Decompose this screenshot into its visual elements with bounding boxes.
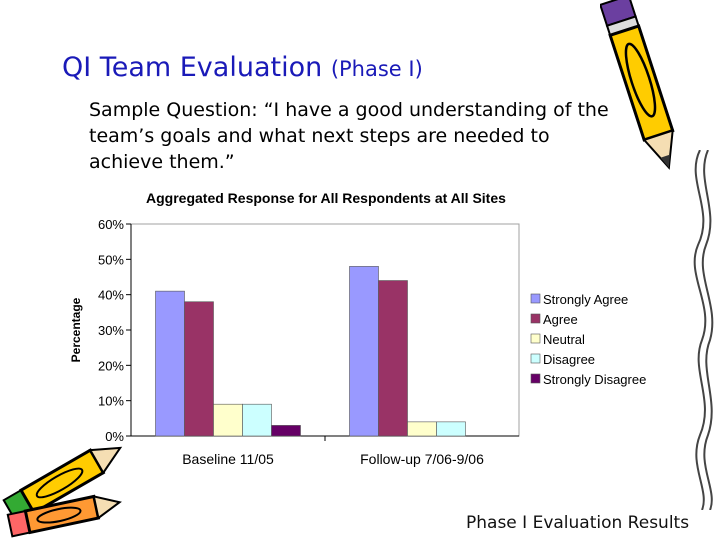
legend-label: Agree	[543, 312, 578, 327]
legend-swatch	[530, 333, 541, 344]
sample-question: Sample Question: “I have a good understa…	[89, 99, 609, 173]
legend-label: Strongly Agree	[543, 292, 628, 307]
pencil-icon	[600, 0, 675, 170]
chart-legend: Strongly Agree Agree Neutral Disagree Strong…	[530, 292, 646, 387]
x-tick-label: Follow-up 7/06-9/06	[360, 451, 484, 467]
bar	[271, 425, 301, 437]
y-tick-label: 40%	[98, 288, 124, 303]
chart-bars	[155, 266, 466, 437]
slide-title-main: QI Team Evaluation	[62, 52, 323, 83]
legend-label: Neutral	[543, 332, 585, 347]
bar	[407, 421, 437, 437]
bar	[155, 290, 185, 437]
y-tick-label: 10%	[98, 394, 124, 409]
footer-caption: Phase I Evaluation Results	[466, 513, 690, 533]
y-tick-label: 60%	[98, 217, 124, 232]
slide-title: QI Team Evaluation (Phase I)	[62, 52, 423, 83]
slide-title-phase: (Phase I)	[330, 57, 423, 81]
chart-axes: 0% 10% 20% 30% 40% 50% 60% Baseline 11/05 Follow…	[98, 217, 520, 467]
pencil-icon	[2, 446, 123, 538]
y-tick-label: 50%	[98, 252, 124, 267]
bar	[213, 403, 243, 437]
wavy-border	[693, 150, 714, 510]
x-tick-label: Baseline 11/05	[182, 451, 274, 467]
bar	[436, 421, 466, 437]
bar	[378, 280, 408, 437]
legend-label: Disagree	[543, 352, 595, 367]
y-tick-label: 30%	[98, 323, 124, 338]
bar	[242, 403, 272, 437]
legend-swatch	[530, 313, 541, 324]
legend-swatch	[530, 373, 541, 384]
legend-label: Strongly Disagree	[543, 372, 646, 387]
bar	[184, 301, 214, 437]
bar	[349, 266, 379, 437]
legend-swatch	[530, 293, 541, 304]
y-axis-label: Percentage	[69, 297, 83, 362]
y-tick-label: 20%	[98, 358, 124, 373]
legend-swatch	[530, 353, 541, 364]
y-tick-label: 0%	[105, 429, 124, 444]
chart-title: Aggregated Response for All Respondents …	[146, 190, 506, 206]
